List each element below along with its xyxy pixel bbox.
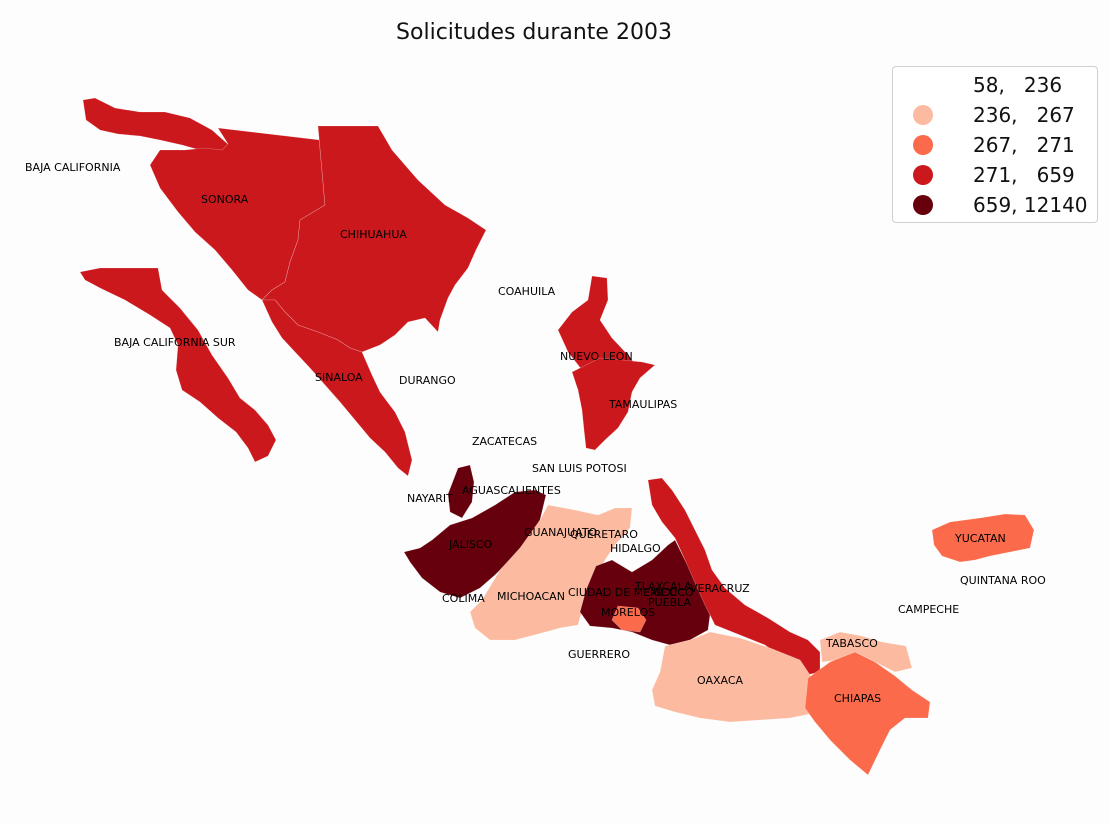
legend-swatch bbox=[913, 105, 933, 125]
state-label: TAMAULIPAS bbox=[608, 398, 677, 411]
state-label: COAHUILA bbox=[498, 285, 556, 298]
state-label: BAJA CALIFORNIA bbox=[25, 161, 121, 174]
map-title: Solicitudes durante 2003 bbox=[396, 20, 672, 45]
state-label: YUCATAN bbox=[954, 532, 1006, 545]
legend-label: 267, 271 bbox=[973, 133, 1075, 157]
state-label: QUINTANA ROO bbox=[960, 574, 1046, 587]
legend-swatch bbox=[913, 165, 933, 185]
state-label: COLIMA bbox=[442, 592, 485, 605]
state-regions bbox=[79, 97, 1035, 776]
state-labels: BAJA CALIFORNIA SONORA CHIHUAHUA COAHUIL… bbox=[25, 161, 1046, 705]
state-label: ZACATECAS bbox=[472, 435, 537, 448]
state-label: HIDALGO bbox=[610, 542, 661, 555]
state-label: NAYARIT bbox=[407, 492, 453, 505]
legend-item: 271, 659 bbox=[893, 161, 1097, 191]
state-label: OAXACA bbox=[697, 674, 744, 687]
state-label: GUANAJUATO bbox=[524, 526, 598, 539]
state-label: NUEVO LEON bbox=[560, 350, 633, 363]
region-sinaloa[interactable] bbox=[261, 299, 413, 477]
region-veracruz[interactable] bbox=[647, 477, 821, 677]
state-label: SONORA bbox=[201, 193, 249, 206]
region-chiapas[interactable] bbox=[804, 651, 931, 776]
legend-label: 659, 12140 bbox=[973, 193, 1088, 217]
state-label: CAMPECHE bbox=[898, 603, 959, 616]
legend-label: 236, 267 bbox=[973, 103, 1075, 127]
state-label: VERACRUZ bbox=[690, 582, 750, 595]
legend-item: 236, 267 bbox=[893, 101, 1097, 131]
region-nayarit[interactable] bbox=[447, 464, 475, 519]
state-label: JALISCO bbox=[448, 538, 493, 551]
legend-label: 271, 659 bbox=[973, 163, 1075, 187]
legend-swatch bbox=[913, 195, 933, 215]
state-label: DURANGO bbox=[399, 374, 456, 387]
region-chihuahua[interactable] bbox=[261, 125, 487, 353]
state-label: MICHOACAN bbox=[497, 590, 565, 603]
region-jalisco[interactable] bbox=[403, 489, 547, 599]
state-label: TABASCO bbox=[825, 637, 878, 650]
state-label: AGUASCALIENTES bbox=[462, 484, 561, 497]
region-baja-california[interactable] bbox=[82, 97, 231, 153]
legend-swatch bbox=[913, 75, 933, 95]
legend-item: 58, 236 bbox=[893, 71, 1097, 101]
region-morelos[interactable] bbox=[611, 605, 647, 633]
region-oaxaca[interactable] bbox=[651, 631, 813, 723]
legend-label: 58, 236 bbox=[973, 73, 1063, 97]
state-label: SAN LUIS POTOSI bbox=[532, 462, 627, 475]
state-label: BAJA CALIFORNIA SUR bbox=[114, 336, 236, 349]
state-label: QUERETARO bbox=[570, 528, 638, 541]
state-label: CIUDAD DE MEXICO bbox=[568, 586, 678, 599]
state-label: CHIAPAS bbox=[834, 692, 881, 705]
map-legend: 58, 236 236, 267 267, 271 271, 659 659, … bbox=[892, 66, 1098, 223]
region-mexico-puebla[interactable] bbox=[579, 539, 711, 646]
state-label: CHIHUAHUA bbox=[340, 228, 407, 241]
state-label: GUERRERO bbox=[568, 648, 630, 661]
state-label: MORELOS bbox=[601, 606, 655, 619]
region-baja-california-sur[interactable] bbox=[79, 267, 277, 463]
state-label: TLAXCALA bbox=[634, 580, 692, 593]
legend-item: 267, 271 bbox=[893, 131, 1097, 161]
legend-item: 659, 12140 bbox=[893, 191, 1097, 221]
state-label: SINALOA bbox=[315, 371, 363, 384]
state-label: MEXICO bbox=[650, 586, 694, 599]
region-yucatan[interactable] bbox=[931, 513, 1035, 563]
state-label: PUEBLA bbox=[648, 596, 692, 609]
region-tamaulipas[interactable] bbox=[571, 357, 656, 451]
legend-swatch bbox=[913, 135, 933, 155]
